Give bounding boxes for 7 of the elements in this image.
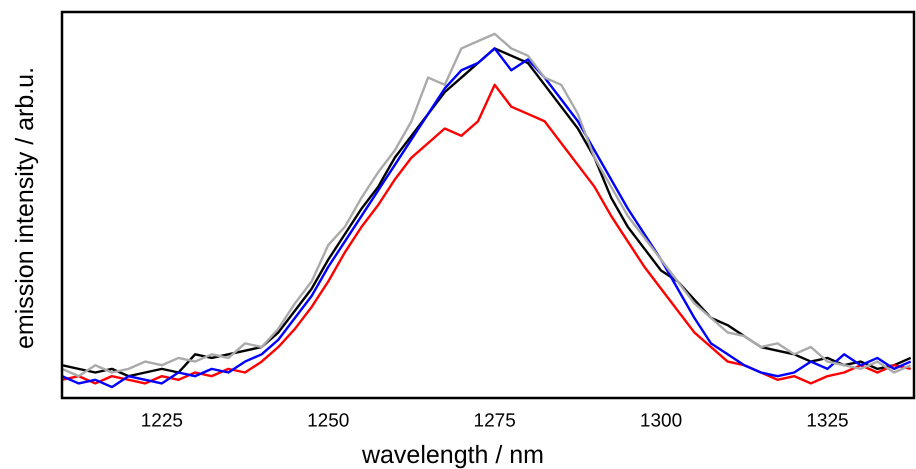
x-tick-label: 1250	[307, 410, 350, 432]
x-axis-title: wavelength / nm	[360, 441, 544, 469]
x-tick-label: 1325	[806, 410, 849, 432]
y-axis-title: emission intensity / arb.u.	[11, 66, 39, 350]
x-tick-label: 1300	[640, 410, 682, 432]
x-tick-label: 1275	[474, 410, 516, 432]
x-tick-label: 1225	[140, 410, 183, 432]
